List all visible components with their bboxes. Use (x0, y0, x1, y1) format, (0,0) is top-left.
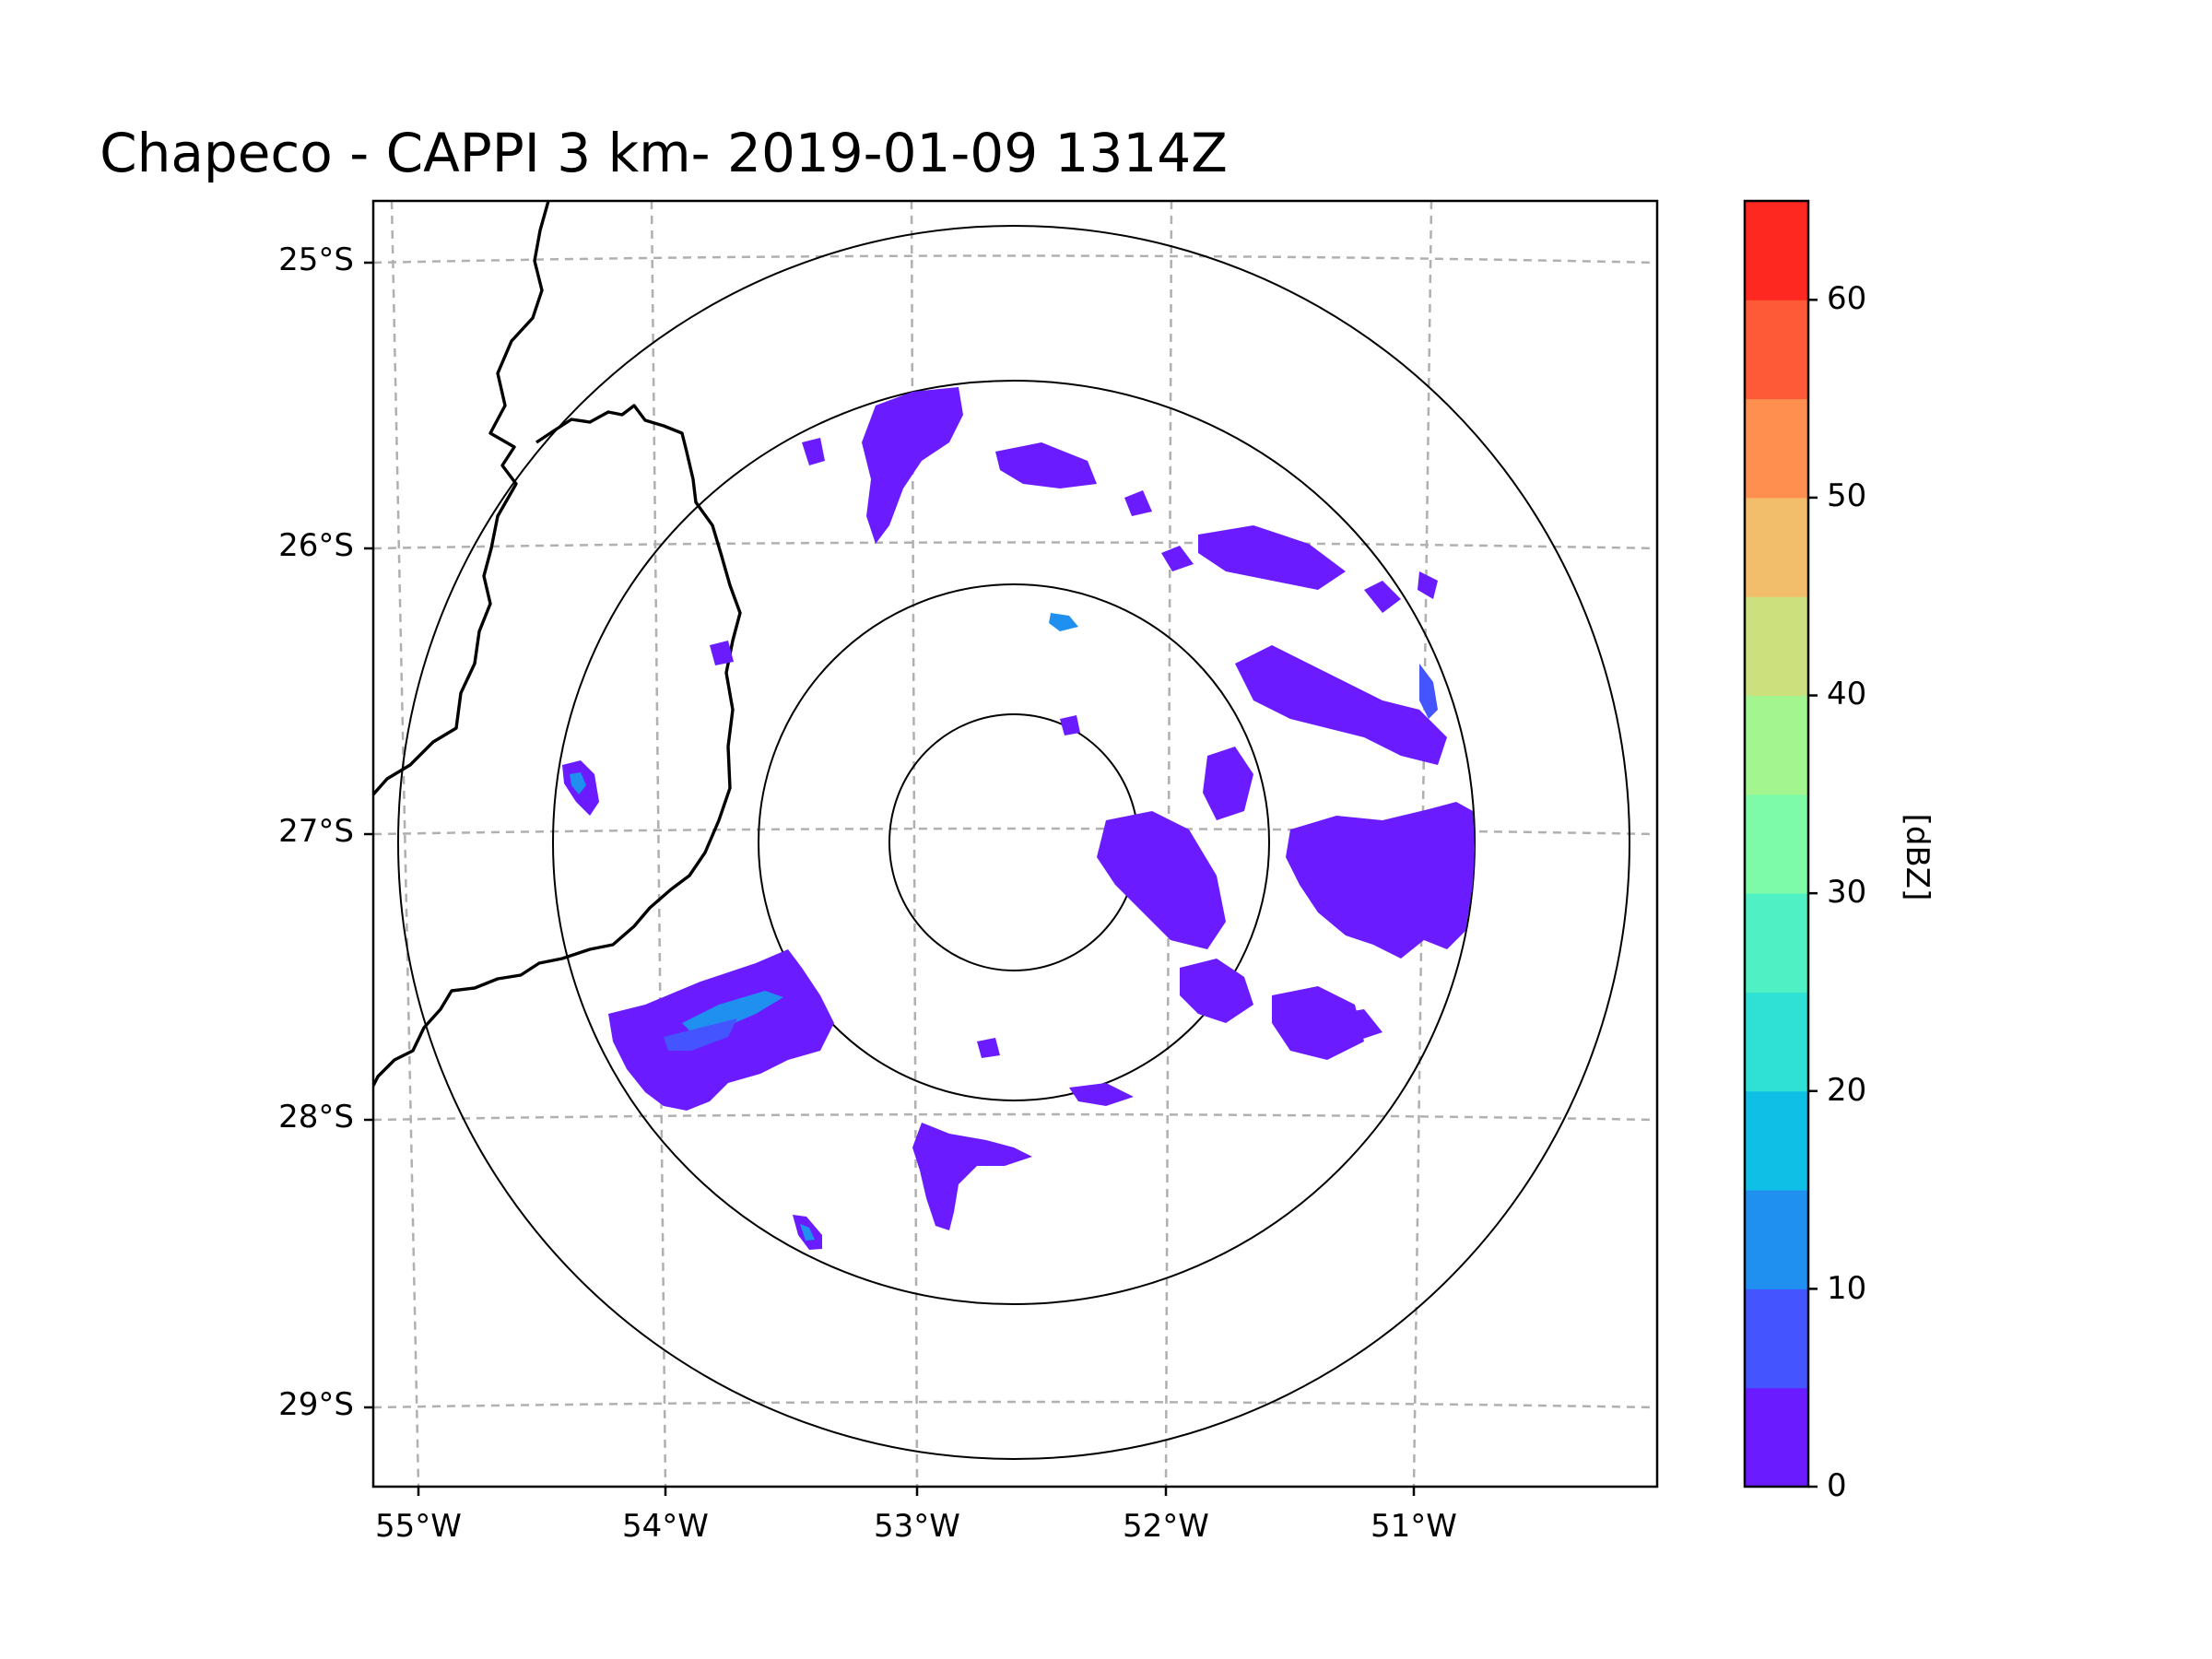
echo-north-2 (995, 442, 1097, 488)
lon-tick-label: 54°W (622, 1508, 709, 1545)
echo-southwest-isolated-core (800, 1224, 815, 1241)
colorbar-segment (1745, 992, 1808, 1092)
colorbar-segment (1745, 695, 1808, 795)
axis-tick-marks (364, 261, 1416, 1496)
gridline-lat-26 (373, 541, 1657, 550)
echo-southeast-2 (1272, 986, 1364, 1060)
colorbar-segment (1745, 794, 1808, 894)
lat-tick-label: 25°S (278, 241, 354, 278)
colorbar-tick-label: 20 (1827, 1072, 1867, 1109)
political-borders (373, 201, 742, 1087)
gridline-lat-25 (373, 254, 1657, 265)
map-frame (371, 199, 1659, 1488)
gridline-lon-51 (1412, 201, 1433, 1487)
echo-east-band (1286, 802, 1475, 959)
gridline-lon-52 (1164, 201, 1173, 1487)
lon-tick-label: 51°W (1371, 1508, 1457, 1545)
colorbar-segment (1745, 596, 1808, 697)
lon-tick-label: 52°W (1123, 1508, 1209, 1545)
echo-east-scatter-3 (1336, 1009, 1382, 1041)
colorbar-segment (1745, 1387, 1808, 1488)
colorbar-tick-label: 0 (1827, 1467, 1847, 1504)
colorbar-tick-label: 40 (1827, 676, 1867, 712)
radar-echoes (562, 387, 1475, 1250)
echo-south-scatter (1069, 1083, 1134, 1106)
colorbar-segment (1745, 398, 1808, 499)
colorbar-tick-label: 30 (1827, 874, 1867, 911)
range-ring-4 (397, 225, 1630, 1460)
lon-tick-label: 53°W (874, 1508, 960, 1545)
echo-core-southwest-2 (664, 1018, 737, 1051)
echo-east-mid (1203, 747, 1253, 820)
colorbar-segment (1745, 1288, 1808, 1389)
echo-east-core (1419, 664, 1438, 719)
colorbar-segment (1745, 1090, 1808, 1191)
gridline-lon-55 (390, 201, 420, 1487)
colorbar-segment (1745, 1190, 1808, 1289)
echo-west-isolated-core (570, 772, 586, 794)
range-ring-3 (552, 380, 1476, 1305)
gridline-lon-54 (650, 201, 667, 1487)
echo-north-scatter-1 (802, 438, 825, 465)
range-rings (397, 225, 1630, 1460)
colorbar-tick-label: 50 (1827, 477, 1867, 514)
echo-south (912, 1123, 1032, 1230)
range-ring-2 (758, 583, 1270, 1101)
echo-north-scatter-2 (1161, 546, 1194, 571)
colorbar-tick-label: 10 (1827, 1270, 1867, 1307)
colorbar-segment (1745, 497, 1808, 597)
lon-tick-label: 55°W (375, 1508, 462, 1545)
lat-tick-label: 27°S (278, 813, 354, 850)
echo-center-scatter-2 (977, 1038, 1000, 1058)
colorbar-label: [dBZ] (1899, 813, 1936, 901)
colorbar-segment (1745, 201, 1808, 300)
lat-tick-label: 26°S (278, 527, 354, 564)
colorbar-tick-label: 60 (1827, 280, 1867, 317)
map-title: Chapeco - CAPPI 3 km- 2019-01-09 1314Z (100, 122, 1228, 184)
echo-northeast-core (1049, 613, 1078, 631)
colorbar-tick-marks (1808, 299, 1818, 1488)
echo-north (862, 387, 963, 544)
echo-east-scatter-1 (1364, 581, 1401, 613)
graticule (373, 201, 1657, 1487)
echo-southeast (1180, 959, 1253, 1023)
colorbar-frame (1743, 199, 1810, 1488)
gridline-lat-28 (373, 1112, 1657, 1122)
lat-tick-label: 28°S (278, 1099, 354, 1135)
border-argentina-paraguay-brazil (373, 201, 550, 796)
echo-center-east (1097, 811, 1226, 949)
colorbar-segment (1745, 893, 1808, 993)
echo-north-scatter-3 (1124, 490, 1152, 516)
echo-east-scatter-2 (1418, 571, 1438, 599)
echo-center-scatter-1 (1060, 715, 1080, 735)
border-misiones (373, 404, 742, 1087)
gridline-lat-29 (373, 1400, 1657, 1409)
echo-east-upper (1235, 645, 1447, 765)
echo-northeast (1198, 525, 1346, 590)
echo-west-scatter (710, 641, 734, 665)
colorbar (1745, 201, 1808, 1488)
lat-tick-label: 29°S (278, 1386, 354, 1423)
colorbar-segment (1745, 300, 1808, 400)
echo-core-southwest (682, 991, 783, 1037)
